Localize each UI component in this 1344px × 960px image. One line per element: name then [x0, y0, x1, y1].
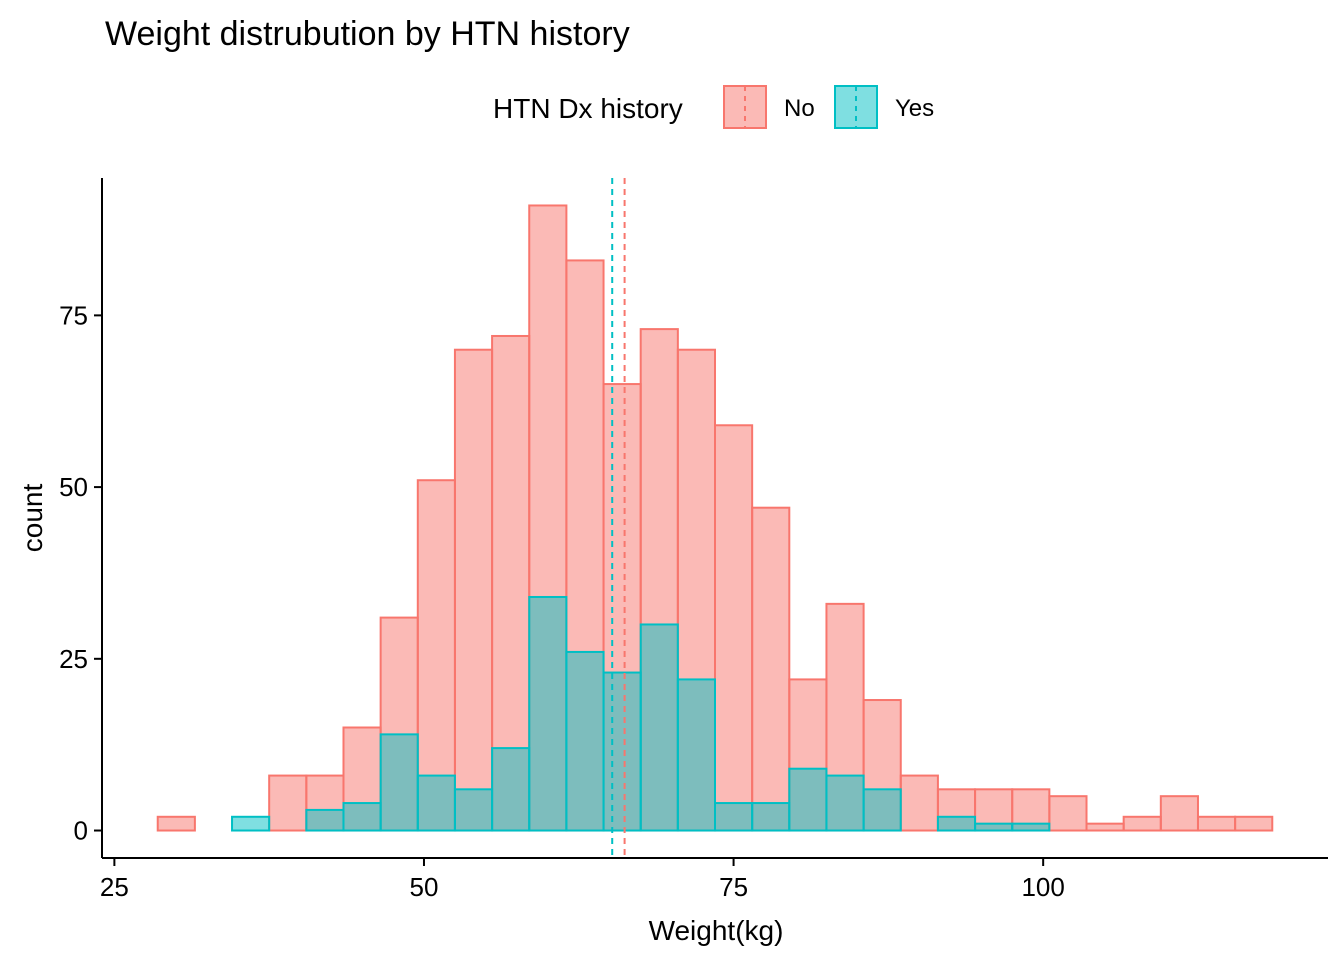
bar-yes-14	[676, 678, 717, 832]
bar-yes-10	[528, 595, 568, 832]
axes: 0 25 50 75 25 50 75 100	[59, 178, 1328, 902]
bar-yes-11	[565, 650, 605, 832]
legend-label-no: No	[784, 95, 815, 122]
mean-lines	[611, 178, 626, 858]
bar-no-26	[1122, 815, 1162, 832]
legend-label-yes: Yes	[895, 95, 934, 122]
series-yes-bars	[231, 595, 1051, 832]
bar-yes-13	[639, 623, 679, 832]
x-axis-title: Weight(kg)	[649, 915, 784, 946]
y-tick-label: 50	[59, 472, 88, 502]
bar-no-15	[714, 424, 754, 832]
bar-yes-18	[825, 774, 865, 832]
y-axis-ticks: 0 25 50 75	[59, 300, 102, 846]
bar-no-28	[1196, 815, 1237, 832]
legend: HTN Dx history No Yes	[493, 85, 934, 129]
bar-no-7	[416, 479, 456, 832]
bar-yes-6	[379, 733, 419, 832]
bar-yes-2	[231, 815, 271, 832]
plot-area	[156, 178, 1274, 858]
bar-yes-21	[936, 815, 977, 832]
bar-yes-17	[788, 767, 828, 832]
bar-yes-7	[416, 774, 456, 832]
y-tick-label: 0	[74, 816, 88, 846]
legend-key-yes: Yes	[834, 85, 934, 129]
x-tick-label: 100	[1021, 872, 1064, 902]
y-tick-label: 25	[59, 644, 88, 674]
bar-no-8	[453, 348, 494, 832]
bar-yes-15	[714, 802, 754, 832]
bar-no-27	[1159, 795, 1199, 832]
chart-title: Weight distrubution by HTN history	[105, 15, 630, 53]
x-tick-label: 25	[100, 872, 129, 902]
legend-key-no: No	[723, 85, 815, 129]
legend-title: HTN Dx history	[493, 93, 683, 124]
bar-no-0	[156, 815, 196, 832]
x-tick-label: 50	[410, 872, 439, 902]
bar-yes-4	[305, 808, 345, 832]
x-tick-label: 75	[719, 872, 748, 902]
bar-yes-19	[862, 788, 902, 832]
bar-yes-12	[602, 671, 642, 832]
bar-yes-16	[751, 802, 791, 832]
bar-yes-8	[453, 788, 494, 832]
bar-yes-5	[342, 802, 382, 832]
bar-yes-22	[974, 822, 1014, 832]
x-axis-ticks: 25 50 75 100	[100, 858, 1065, 902]
y-tick-label: 75	[59, 300, 88, 330]
bar-no-25	[1085, 822, 1125, 832]
bar-yes-23	[1011, 822, 1051, 832]
bar-no-3	[268, 774, 308, 832]
bar-no-16	[751, 506, 791, 832]
bar-no-29	[1234, 815, 1274, 832]
bar-yes-9	[491, 747, 531, 832]
bar-no-20	[899, 774, 939, 832]
bar-no-24	[1048, 795, 1088, 832]
y-axis-title: count	[17, 484, 48, 553]
